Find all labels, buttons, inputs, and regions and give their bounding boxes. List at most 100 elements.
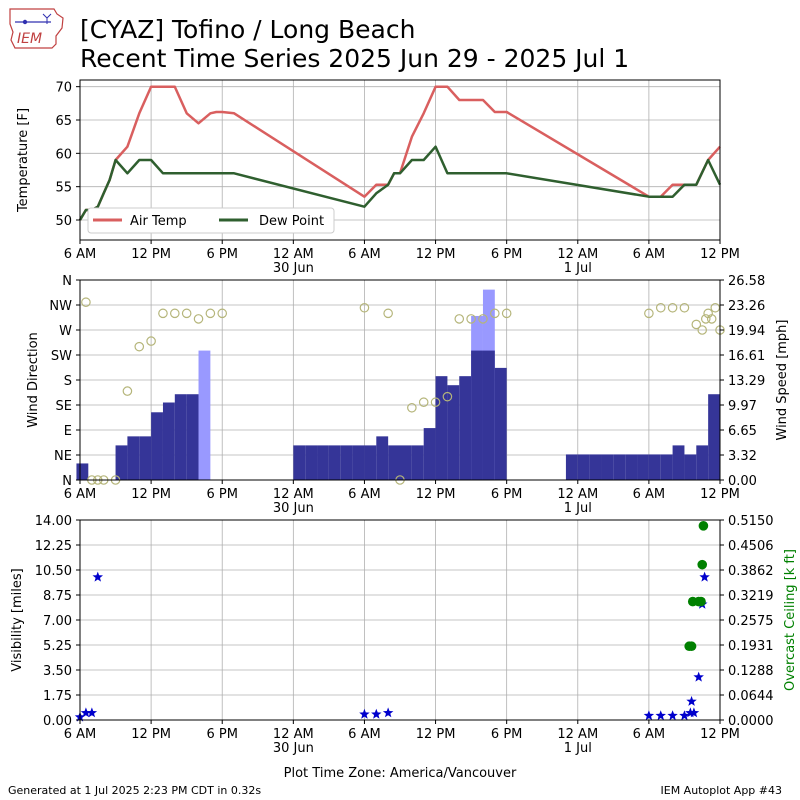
wind-speed-bar <box>151 412 163 480</box>
wind-speed-bar <box>565 454 578 480</box>
wind-speed-bar <box>708 394 720 480</box>
ceiling-y-tick-label: 0.0644 <box>728 689 774 704</box>
wind-direction-point <box>158 308 168 319</box>
visibility-points <box>74 521 710 722</box>
ceiling-y-tick-label: 0.5150 <box>728 514 774 529</box>
wind-direction-point <box>655 302 666 313</box>
temperature-lines <box>78 85 722 221</box>
wind-direction-point <box>407 402 417 413</box>
visibility-date-label: 1 Jul <box>564 741 592 756</box>
visibility-point <box>80 707 92 718</box>
wind-speed-bar <box>352 445 365 480</box>
visibility-x-tick-label: 6 AM <box>633 727 666 742</box>
visibility-y-tick-label: 12.25 <box>35 539 72 554</box>
wind-speed-bar <box>376 436 389 480</box>
ceiling-y-tick-label: 0.3862 <box>728 564 774 579</box>
ceiling-y-tick-label: 0.1931 <box>728 639 774 654</box>
visibility-y-label: Visibility [miles] <box>10 568 25 671</box>
wind-x-tick-label: 12 AM <box>273 487 314 502</box>
ceiling-point <box>697 559 708 570</box>
wind-speed-bar <box>447 385 460 480</box>
ceiling-y-tick-label: 0.1288 <box>728 664 774 679</box>
wind-direction-point <box>490 308 500 319</box>
visibility-x-tick-label: 12 PM <box>416 727 456 742</box>
temperature-y-tick-label: 60 <box>55 147 72 162</box>
wind-speed-bar <box>162 402 175 480</box>
visibility-point <box>693 671 704 682</box>
wind-speed-bar <box>76 463 89 480</box>
ceiling-y-label: Overcast Ceiling [k ft] <box>783 549 798 691</box>
visibility-x-tick-label: 12 PM <box>700 727 740 742</box>
wind-speed-bar <box>423 428 436 480</box>
wind-speed-bar <box>364 445 377 480</box>
visibility-y-tick-label: 10.50 <box>35 564 72 579</box>
wind-direction-point <box>134 341 145 352</box>
temperature-date-label: 30 Jun <box>273 261 314 276</box>
wind-speed-bar <box>174 394 187 480</box>
footer-generated-text: Generated at 1 Jul 2025 2:23 PM CDT in 0… <box>8 784 262 797</box>
temperature-x-tick-label: 12 AM <box>557 247 598 262</box>
temperature-plot-frame <box>79 79 721 241</box>
visibility-panel: 0.00 0.0000 1.75 0.0644 3.50 0.1288 5.25 0.1931… <box>10 514 798 781</box>
wind-x-tick-label: 6 AM <box>348 487 381 502</box>
wind-direction-point <box>193 314 204 324</box>
wind-dir-y-tick-label: SE <box>56 399 72 414</box>
wind-dir-y-tick-label: E <box>64 424 72 439</box>
visibility-point <box>382 707 394 718</box>
wind-speed-y-tick-label: 3.32 <box>728 449 757 464</box>
dew-point-line <box>78 145 722 221</box>
temperature-date-label: 1 Jul <box>564 261 592 276</box>
wind-bars <box>76 289 720 480</box>
ceiling-y-tick-label: 0.4506 <box>728 539 774 554</box>
wind-x-tick-label: 6 AM <box>633 487 666 502</box>
wind-direction-point <box>644 308 654 319</box>
visibility-point <box>86 707 98 718</box>
visibility-point <box>371 708 382 719</box>
wind-speed-bar <box>305 445 318 480</box>
wind-speed-y-tick-label: 6.65 <box>728 424 757 439</box>
visibility-y-tick-label: 14.00 <box>35 514 72 529</box>
visibility-x-tick-label: 12 AM <box>557 727 598 742</box>
wind-direction-point <box>81 297 91 308</box>
wind-speed-bar <box>471 350 483 480</box>
visibility-y-tick-label: 1.75 <box>43 689 72 704</box>
wind-speed-bar <box>400 445 412 480</box>
visibility-x-tick-label: 6 PM <box>491 727 522 742</box>
wind-speed-bar <box>589 454 602 480</box>
wind-speed-y-tick-label: 16.61 <box>728 349 765 364</box>
ceiling-point <box>696 596 706 607</box>
wind-speed-bar <box>648 454 661 480</box>
wind-speed-bar <box>139 436 152 480</box>
wind-speed-bar <box>459 376 472 480</box>
wind-x-tick-label: 12 PM <box>416 487 456 502</box>
temperature-legend: Air Temp Dew Point <box>87 207 335 234</box>
visibility-y-ticks: 0.00 0.0000 1.75 0.0644 3.50 0.1288 5.25 0.1931… <box>35 514 774 729</box>
wind-direction-point <box>501 308 512 319</box>
wind-direction-point <box>146 336 156 346</box>
wind-direction-point <box>466 314 476 324</box>
wind-direction-point <box>442 391 453 402</box>
wind-speed-bar <box>637 454 649 480</box>
wind-dir-y-tick-label: W <box>59 324 72 339</box>
temperature-x-tick-label: 6 AM <box>633 247 666 262</box>
temperature-y-tick-label: 70 <box>55 81 72 96</box>
temperature-x-tick-label: 6 PM <box>206 247 237 262</box>
footer-app-text: IEM Autoplot App #43 <box>660 784 783 797</box>
wind-direction-point <box>697 325 708 335</box>
temperature-x-ticks: 6 AM 12 PM 6 PM 12 AM 6 AM 12 PM 6 PM 12 AM 6 AM… <box>64 240 740 276</box>
logo-text: IEM <box>17 31 42 47</box>
wind-x-tick-label: 12 PM <box>131 487 171 502</box>
wind-direction-point <box>700 314 711 324</box>
wind-dir-y-tick-label: N <box>62 274 72 289</box>
wind-speed-y-tick-label: 9.97 <box>728 399 757 414</box>
wind-speed-y-tick-label: 26.58 <box>728 274 765 289</box>
wind-direction-point <box>679 302 690 313</box>
temperature-y-ticks: 50 55 60 65 70 <box>55 81 80 229</box>
visibility-point <box>92 571 103 582</box>
ceiling-y-tick-label: 0.2575 <box>728 614 774 629</box>
temperature-x-tick-label: 12 PM <box>700 247 740 262</box>
visibility-point <box>359 708 370 719</box>
chart-title-line2: Recent Time Series 2025 Jun 29 - 2025 Ju… <box>80 44 630 73</box>
wind-direction-point <box>122 386 133 396</box>
visibility-x-tick-label: 6 AM <box>348 727 381 742</box>
